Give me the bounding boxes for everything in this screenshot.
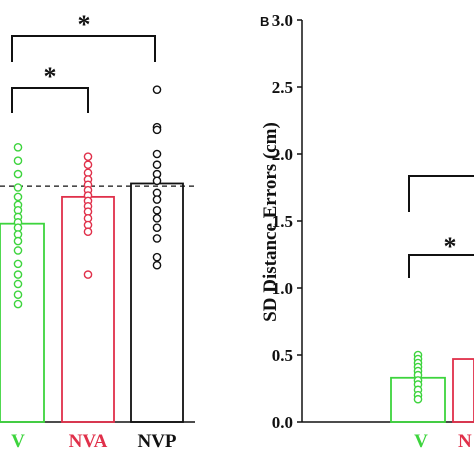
data-point-v bbox=[13, 299, 23, 309]
data-point-nvp bbox=[152, 205, 162, 215]
data-point-v bbox=[13, 279, 23, 289]
data-point-v bbox=[13, 142, 23, 152]
significance-bracket bbox=[408, 254, 474, 278]
y-axis-title: SD Distance Errors (cm) bbox=[260, 122, 281, 322]
data-point-nvp bbox=[152, 85, 162, 94]
y-tick-label: 3.0 bbox=[272, 11, 293, 30]
data-point-v bbox=[13, 169, 23, 179]
significance-bracket bbox=[11, 35, 156, 62]
data-point-nvp bbox=[152, 260, 162, 270]
x-tick-label-n: N bbox=[458, 431, 472, 452]
data-point-nvp bbox=[152, 252, 162, 262]
data-point-v bbox=[13, 259, 23, 269]
x-tick-label-nvp: NVP bbox=[137, 431, 176, 452]
data-point-v bbox=[13, 192, 23, 202]
x-tick-label-v: V bbox=[414, 431, 428, 452]
y-tick-label: 2.5 bbox=[272, 78, 293, 97]
data-point-v bbox=[413, 394, 423, 404]
y-tick-label: 1.0 bbox=[272, 279, 293, 298]
panel-b: B 0.0 0.5 1.0 1.5 2.0 2.5 3.0 SD Distance Errors… bbox=[260, 11, 474, 452]
data-point-nvp bbox=[152, 149, 162, 159]
y-tick-label: 2.0 bbox=[272, 145, 293, 164]
data-point-nva bbox=[83, 152, 93, 161]
data-point-v bbox=[13, 156, 23, 165]
data-point-nvp bbox=[152, 223, 162, 232]
data-point-v bbox=[13, 290, 23, 300]
bar-n bbox=[452, 358, 474, 423]
data-point-v bbox=[13, 183, 23, 192]
significance-star: * bbox=[444, 232, 457, 261]
data-point-v bbox=[13, 236, 23, 246]
y-tick-label: 1.5 bbox=[272, 212, 293, 231]
significance-star: * bbox=[78, 10, 91, 39]
data-point-nvp bbox=[152, 195, 162, 204]
data-point-nvp bbox=[152, 176, 162, 186]
data-point-nva bbox=[83, 160, 93, 170]
data-point-nvp bbox=[152, 125, 162, 135]
panel-a: V NVA NVP * * bbox=[0, 10, 195, 452]
significance-bracket bbox=[11, 87, 89, 113]
x-tick-label-v: V bbox=[11, 431, 25, 452]
panel-label: B bbox=[260, 14, 269, 29]
x-tick-label-nva: NVA bbox=[69, 431, 108, 452]
data-point-nvp bbox=[152, 234, 162, 243]
y-tick-label: 0.0 bbox=[272, 413, 293, 432]
data-point-nva bbox=[83, 270, 93, 279]
significance-star: * bbox=[44, 62, 57, 91]
data-point-v bbox=[13, 270, 23, 279]
significance-bracket bbox=[408, 175, 474, 212]
bar-v bbox=[0, 222, 45, 423]
data-point-v bbox=[13, 246, 23, 255]
data-point-nvp bbox=[152, 214, 162, 223]
data-point-nva bbox=[83, 227, 93, 237]
data-point-nvp bbox=[152, 160, 162, 170]
y-tick-label: 0.5 bbox=[272, 346, 293, 365]
